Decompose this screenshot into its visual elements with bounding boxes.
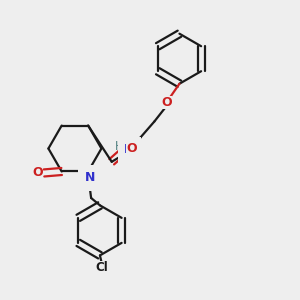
Text: O: O xyxy=(126,142,137,155)
Text: H: H xyxy=(115,140,124,153)
Text: Cl: Cl xyxy=(95,261,108,274)
Text: N: N xyxy=(124,143,135,157)
Text: N: N xyxy=(85,172,95,184)
Text: O: O xyxy=(161,96,172,110)
Text: O: O xyxy=(32,167,43,179)
